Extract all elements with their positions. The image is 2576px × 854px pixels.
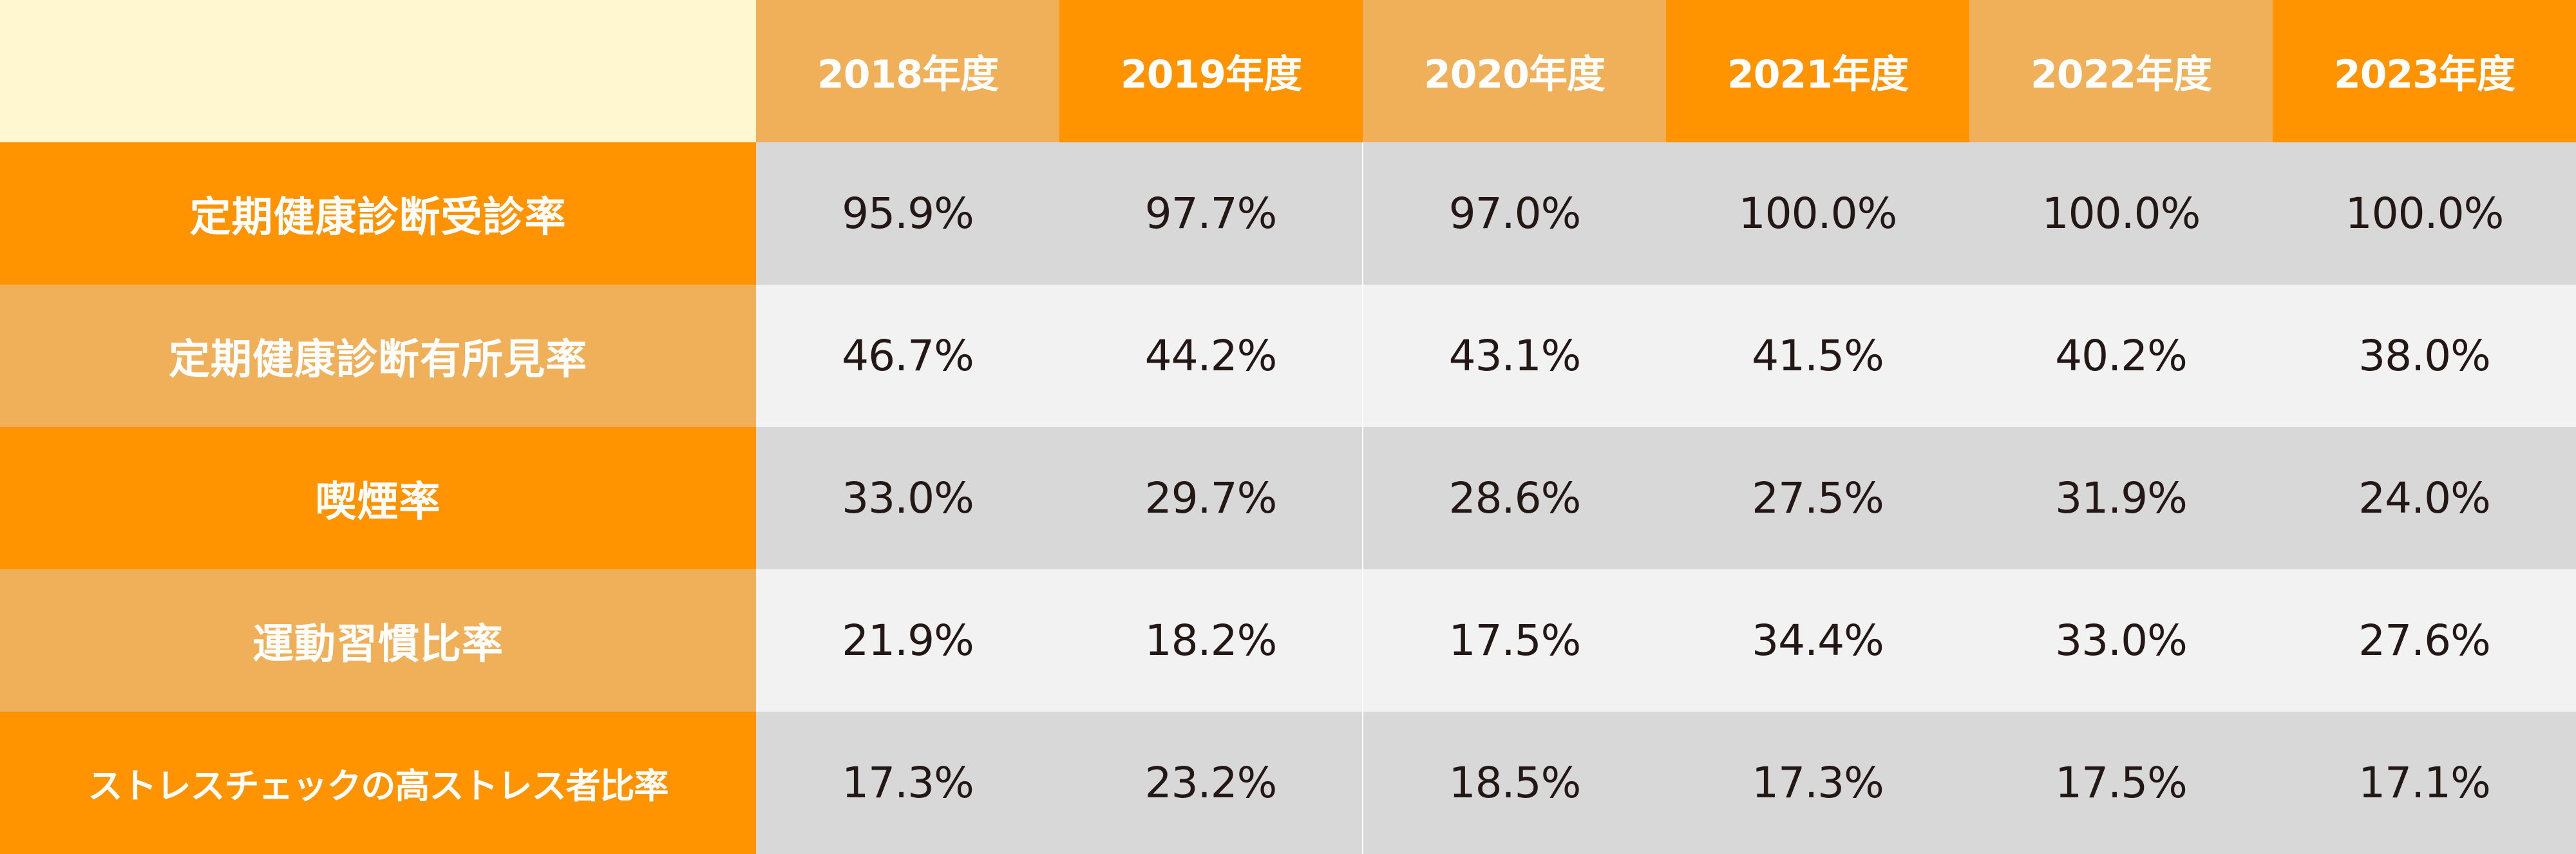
year-header-2023: 2023年度 (2273, 0, 2576, 142)
row-label-abnormal-findings-rate: 定期健康診断有所見率 (0, 285, 756, 427)
table-cell: 100.0% (1969, 142, 2273, 285)
table-cell: 21.9% (756, 569, 1059, 712)
table-row: 喫煙率 33.0% 29.7% 28.6% 27.5% 31.9% 24.0% (0, 427, 2576, 569)
table-cell: 29.7% (1059, 427, 1363, 569)
year-header-2018: 2018年度 (756, 0, 1059, 142)
table-cell: 27.6% (2273, 569, 2576, 712)
table-cell: 17.3% (756, 712, 1059, 854)
table-cell: 17.1% (2273, 712, 2576, 854)
table-cell: 24.0% (2273, 427, 2576, 569)
corner-cell (0, 0, 756, 142)
table-cell: 33.0% (756, 427, 1059, 569)
table-cell: 38.0% (2273, 285, 2576, 427)
table-row: 定期健康診断受診率 95.9% 97.7% 97.0% 100.0% 100.0… (0, 142, 2576, 285)
year-header-2019: 2019年度 (1059, 0, 1363, 142)
table-cell: 28.6% (1362, 427, 1666, 569)
header-row: 2018年度 2019年度 2020年度 2021年度 2022年度 2023年… (0, 0, 2576, 142)
year-header-2022: 2022年度 (1969, 0, 2273, 142)
table-cell: 18.5% (1362, 712, 1666, 854)
table-cell: 44.2% (1059, 285, 1363, 427)
table-cell: 34.4% (1666, 569, 1969, 712)
row-label-exercise-habit-rate: 運動習慣比率 (0, 569, 756, 712)
table-cell: 23.2% (1059, 712, 1363, 854)
table-cell: 27.5% (1666, 427, 1969, 569)
table-cell: 17.5% (1969, 712, 2273, 854)
row-label-checkup-rate: 定期健康診断受診率 (0, 142, 756, 285)
table-cell: 43.1% (1362, 285, 1666, 427)
row-label-smoking-rate: 喫煙率 (0, 427, 756, 569)
year-header-2020: 2020年度 (1363, 0, 1666, 142)
table-cell: 17.3% (1666, 712, 1969, 854)
table-row: 運動習慣比率 21.9% 18.2% 17.5% 34.4% 33.0% 27.… (0, 569, 2576, 712)
table-row: 定期健康診断有所見率 46.7% 44.2% 43.1% 41.5% 40.2%… (0, 285, 2576, 427)
table-cell: 31.9% (1969, 427, 2273, 569)
table-cell: 97.7% (1059, 142, 1363, 285)
table-cell: 95.9% (756, 142, 1059, 285)
table-cell: 18.2% (1059, 569, 1363, 712)
row-label-high-stress-rate: ストレスチェックの高ストレス者比率 (0, 712, 756, 854)
table-row: ストレスチェックの高ストレス者比率 17.3% 23.2% 18.5% 17.3… (0, 712, 2576, 854)
table-cell: 100.0% (1666, 142, 1969, 285)
year-header-2021: 2021年度 (1666, 0, 1969, 142)
table-cell: 97.0% (1362, 142, 1666, 285)
table-cell: 41.5% (1666, 285, 1969, 427)
table-cell: 40.2% (1969, 285, 2273, 427)
table-cell: 46.7% (756, 285, 1059, 427)
table-cell: 17.5% (1362, 569, 1666, 712)
table-cell: 33.0% (1969, 569, 2273, 712)
table-cell: 100.0% (2273, 142, 2576, 285)
